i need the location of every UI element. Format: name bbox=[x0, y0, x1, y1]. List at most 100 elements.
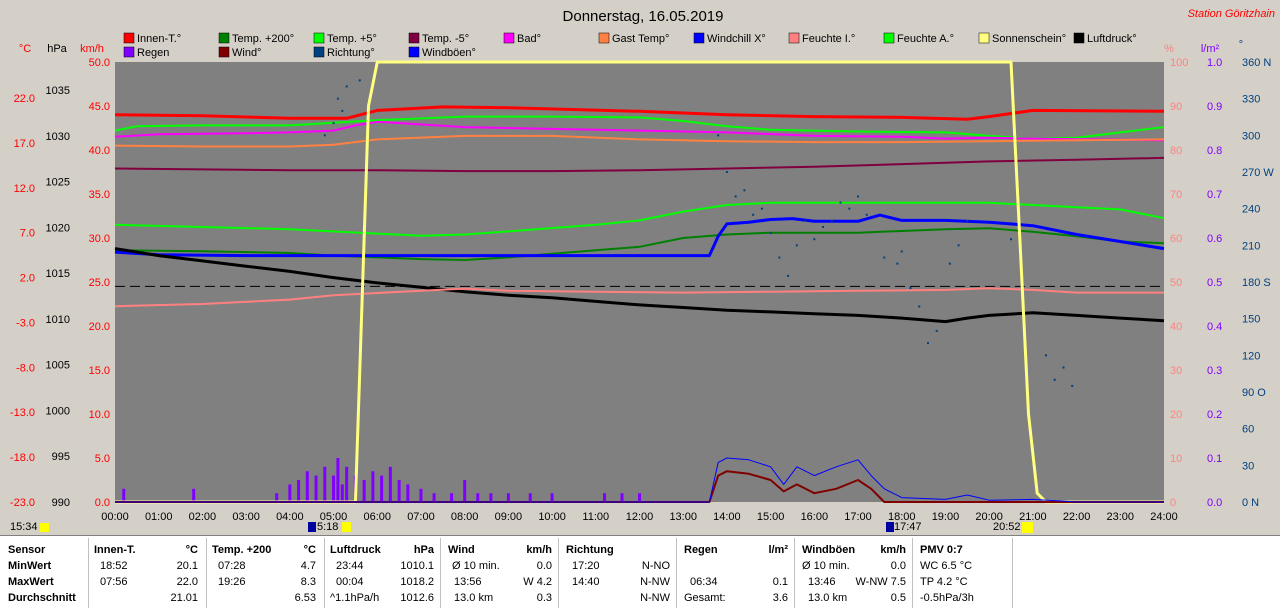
x-tick-label: 07:00 bbox=[407, 511, 435, 523]
stats-windboen-unit: km/h bbox=[880, 544, 906, 556]
lm2-axis-header: l/m² bbox=[1201, 43, 1220, 55]
y-tick-label: 330 bbox=[1242, 94, 1260, 106]
stats-row-max: MaxWert bbox=[8, 576, 54, 588]
y-tick-label: 35.0 bbox=[89, 189, 110, 201]
direction-dot bbox=[323, 134, 326, 137]
y-tick-label: 180 S bbox=[1242, 277, 1271, 289]
legend-swatch bbox=[313, 32, 325, 44]
legend-entry: Regen bbox=[137, 47, 169, 59]
y-tick-label: 0.1 bbox=[1207, 453, 1222, 465]
stats-wind-header: Wind bbox=[448, 544, 475, 556]
stats-innen-column: Innen-T. °C 18:52 20.1 07:56 22.0 21.01 bbox=[88, 536, 206, 609]
stats-pmv-column: PMV 0:7 WC 6.5 °C TP 4.2 °C -0.5hPa/3h bbox=[912, 536, 1012, 609]
x-tick-label: 02:00 bbox=[189, 511, 217, 523]
stats-pmv-header: PMV 0:7 bbox=[920, 544, 963, 556]
legend-entry: Sonnenschein° bbox=[992, 33, 1066, 45]
x-axis: 00:00 01:00 02:00 03:00 04:00 05:00 06:00 07:00… bbox=[101, 511, 1178, 523]
sun-markers: 15:34 5:18 17:47 20:52 bbox=[10, 521, 1033, 533]
stats-regen-unit: l/m² bbox=[768, 544, 788, 556]
luftdruck-min-time: 23:44 bbox=[336, 560, 364, 572]
direction-dot bbox=[839, 201, 842, 204]
direction-dot bbox=[857, 195, 860, 198]
wind-r3-label: 13.0 km bbox=[454, 592, 494, 604]
rain-bar bbox=[397, 480, 401, 502]
y-tick-label: 15.0 bbox=[89, 365, 110, 377]
direction-dot bbox=[778, 256, 781, 259]
legend-entry: Windböen° bbox=[422, 47, 476, 59]
richtung-r1-label: 17:20 bbox=[572, 560, 600, 572]
y-tick-label: 0.7 bbox=[1207, 189, 1222, 201]
y-tick-label: 80 bbox=[1170, 145, 1182, 157]
x-tick-label: 10:00 bbox=[538, 511, 566, 523]
rain-bar bbox=[305, 471, 309, 502]
legend-swatch bbox=[788, 32, 800, 44]
y-tick-label: 0.3 bbox=[1207, 365, 1222, 377]
luftdruck-max-val: 1018.2 bbox=[400, 576, 434, 588]
stats-regen-header: Regen bbox=[684, 544, 718, 556]
direction-dot bbox=[848, 207, 851, 210]
series-line-wind bbox=[115, 470, 1164, 503]
rain-bar bbox=[192, 488, 196, 502]
legend-entry: Windchill X° bbox=[707, 33, 766, 45]
direction-dot bbox=[1062, 366, 1065, 369]
legend-entry: Feuchte A.° bbox=[897, 33, 954, 45]
station-name: Station Göritzhain bbox=[1188, 8, 1275, 20]
legend-entry: Temp. +5° bbox=[327, 33, 377, 45]
rain-bar bbox=[332, 475, 336, 502]
direction-dot bbox=[332, 122, 335, 125]
rain-bar bbox=[336, 458, 340, 502]
stats-luftdruck-column: Luftdruck hPa 23:44 1010.1 00:04 1018.2 … bbox=[324, 536, 440, 609]
y-tick-label: -3.0 bbox=[16, 317, 35, 329]
series-line-windboen bbox=[115, 457, 1164, 503]
y-tick-label: 60 bbox=[1242, 424, 1254, 436]
rain-bar bbox=[340, 484, 344, 502]
rain-bar bbox=[450, 493, 454, 502]
direction-dot bbox=[966, 219, 969, 222]
pmv-r3: -0.5hPa/3h bbox=[920, 592, 974, 604]
legend-swatch bbox=[408, 46, 420, 58]
chart-title: Donnerstag, 16.05.2019 bbox=[563, 8, 724, 25]
richtung-r3-val: N-NW bbox=[640, 592, 670, 604]
legend-entry: Feuchte I.° bbox=[802, 33, 855, 45]
direction-dot bbox=[1071, 384, 1074, 387]
y-tick-label: 1030 bbox=[46, 131, 70, 143]
x-tick-label: 17:00 bbox=[844, 511, 872, 523]
sunset-label: 20:52 bbox=[993, 521, 1021, 533]
stats-sensor-header: Sensor bbox=[8, 544, 46, 556]
temp200-max-time: 19:26 bbox=[218, 576, 246, 588]
x-tick-label: 05:00 bbox=[320, 511, 348, 523]
plot-area bbox=[115, 62, 1164, 502]
legend-swatch bbox=[598, 32, 610, 44]
y-tick-label: -18.0 bbox=[10, 452, 35, 464]
legend: Innen-T.° Temp. +200° Temp. +5° Temp. -5° Ba… bbox=[123, 32, 1137, 59]
x-tick-label: 06:00 bbox=[363, 511, 391, 523]
rain-bar bbox=[406, 484, 410, 502]
temp200-max-val: 8.3 bbox=[300, 576, 316, 588]
y-tick-label: 20 bbox=[1170, 409, 1182, 421]
statistics-panel: Sensor MinWert MaxWert Durchschnitt Inne… bbox=[0, 535, 1280, 609]
y-tick-label: -13.0 bbox=[10, 407, 35, 419]
luftdruck-min-val: 1010.1 bbox=[400, 560, 434, 572]
direction-dot bbox=[1053, 378, 1056, 381]
rain-bar bbox=[323, 466, 327, 502]
stats-richtung-column: Richtung 17:20 N-NO 14:40 N-NW N-NW bbox=[558, 536, 676, 609]
legend-swatch bbox=[1073, 32, 1085, 44]
y-tick-label: -23.0 bbox=[10, 497, 35, 509]
temp200-avg: 6.53 bbox=[294, 592, 316, 604]
regen-r2-label: 06:34 bbox=[690, 576, 718, 588]
legend-entry: Wind° bbox=[232, 47, 261, 59]
rain-bar bbox=[288, 484, 292, 502]
y-tick-label: 10 bbox=[1170, 453, 1182, 465]
direction-dot bbox=[935, 329, 938, 332]
x-tick-label: 23:00 bbox=[1107, 511, 1135, 523]
direction-dot bbox=[896, 262, 899, 265]
luftdruck-trend: ^1.1hPa/h bbox=[330, 592, 380, 604]
direction-dot bbox=[341, 109, 344, 112]
y-tick-label: 0.6 bbox=[1207, 233, 1222, 245]
temp200-min-val: 4.7 bbox=[300, 560, 316, 572]
windboen-r2-val: W-NW 7.5 bbox=[855, 576, 906, 588]
legend-entry: Innen-T.° bbox=[137, 33, 181, 45]
richtung-r1-val: N-NO bbox=[641, 560, 670, 572]
legend-swatch bbox=[978, 32, 990, 44]
direction-dot bbox=[795, 244, 798, 247]
